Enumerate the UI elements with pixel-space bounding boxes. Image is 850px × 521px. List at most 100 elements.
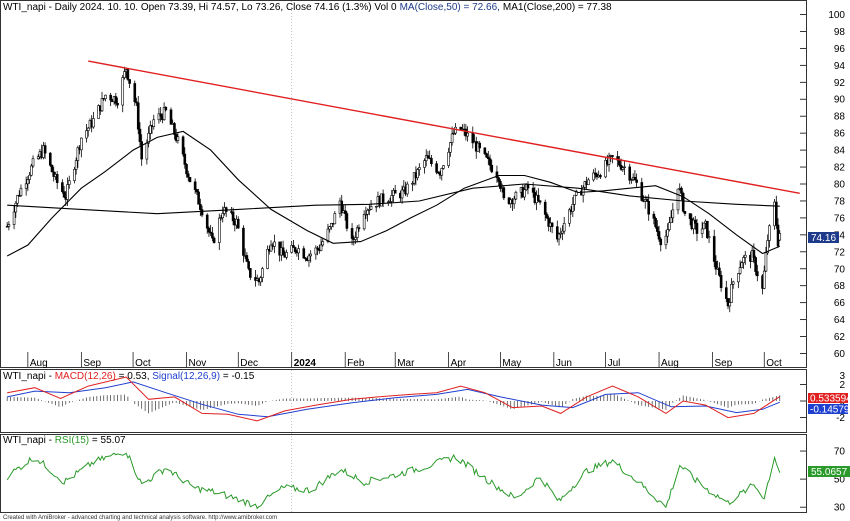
candle-body — [681, 193, 685, 212]
candle-body — [669, 217, 673, 224]
candle-body — [647, 201, 650, 215]
macd-pane-frame — [0, 369, 807, 433]
candle-body — [247, 261, 250, 269]
macd-badges: 0.533594 -0.145791 — [808, 393, 850, 416]
rsi-pane-frame — [0, 434, 807, 513]
candle-body — [61, 182, 64, 192]
candle-body — [718, 267, 721, 276]
candle-body — [66, 184, 69, 200]
candle-body — [743, 254, 747, 258]
candle-body — [700, 228, 704, 234]
rsi-title-value: = 55.07 — [89, 435, 126, 446]
ma200-line — [7, 183, 780, 215]
candle-body — [623, 166, 626, 168]
candle-body — [7, 224, 11, 227]
candle-body — [512, 198, 516, 205]
candle-body — [266, 248, 269, 269]
price-xtick-label: 2024 — [294, 358, 317, 369]
candle-body — [645, 199, 649, 202]
price-xtick-label: Oct — [135, 358, 151, 369]
price-ytick-label: 86 — [834, 129, 846, 140]
macd-badge-bg — [808, 393, 848, 403]
candle-body — [654, 218, 657, 228]
candle-body — [133, 83, 137, 103]
candle-body — [188, 176, 192, 183]
price-pane-frame — [0, 0, 807, 368]
candle-body — [285, 252, 288, 258]
macd-title-value: = 0.53, — [116, 371, 152, 382]
candle-body — [140, 141, 143, 160]
price-xtick-label: Mar — [397, 358, 415, 369]
candle-body — [695, 223, 699, 234]
price-x-axis: Aug Sep Oct Nov Dec 2024 Feb Mar Apr May Jun Jul Aug… — [27, 352, 782, 369]
candle-body — [555, 226, 559, 240]
candle-body — [123, 71, 126, 78]
candle-body — [611, 155, 614, 157]
price-ytick-label: 60 — [834, 349, 846, 360]
candle-body — [176, 136, 180, 141]
candle-body — [411, 183, 414, 185]
amibroker-footer: Created with AmiBroker - advanced charti… — [3, 515, 277, 521]
price-ytick-label: 70 — [834, 264, 846, 275]
candle-body — [261, 268, 264, 278]
candle-body — [217, 217, 221, 243]
candle-body — [309, 253, 312, 257]
price-ytick-label: 78 — [834, 196, 846, 207]
price-ytick-label: 96 — [834, 44, 846, 55]
candle-body — [74, 160, 78, 170]
price-xtick-label: Oct — [766, 358, 782, 369]
candle-body — [664, 235, 668, 246]
candle-body — [390, 195, 394, 202]
candle-body — [186, 173, 190, 178]
candle-body — [490, 164, 494, 173]
candle-body — [668, 222, 671, 230]
candle-body — [719, 275, 723, 288]
candle-body — [374, 206, 378, 208]
candle-body — [292, 245, 295, 248]
price-xtick-label: Nov — [189, 358, 207, 369]
candle-body — [326, 228, 330, 242]
candle-body — [354, 237, 357, 240]
rsi-badge: 55.0657 — [808, 466, 850, 478]
candle-body — [50, 164, 54, 173]
candle-body — [452, 132, 456, 135]
candle-body — [152, 119, 156, 127]
candle-body — [211, 232, 214, 239]
rsi-title-name: RSI(15) — [55, 435, 89, 446]
price-ytick-label: 68 — [834, 281, 846, 292]
candle-body — [116, 102, 119, 106]
candle-body — [43, 145, 47, 154]
candle-body — [545, 214, 549, 219]
rsi-pane: 30 50 70 55.0657 WTI_napi - RSI(15) = 55.0… — [3, 435, 850, 514]
price-xtick-label: Jul — [608, 358, 621, 369]
candle-body — [159, 113, 162, 117]
price-pane: 60 62 64 66 68 70 72 74 76 78 80 82 84 86 88 90 92 94 96 98… — [3, 1, 845, 512]
candle-body — [543, 201, 547, 215]
candle-body — [136, 102, 140, 130]
candle-body — [345, 213, 349, 229]
candle-body — [706, 220, 709, 239]
candle-body — [145, 142, 149, 160]
candle-body — [259, 277, 262, 283]
candle-body — [740, 262, 744, 268]
candle-body — [355, 227, 359, 238]
signal-title-value: = -0.15 — [220, 371, 255, 382]
candle-body — [762, 270, 766, 289]
price-ytick-label: 80 — [834, 180, 846, 191]
price-xtick-label: Dec — [240, 358, 258, 369]
candle-body — [607, 156, 611, 165]
candle-body — [183, 153, 187, 165]
candle-body — [764, 252, 768, 272]
candle-body — [737, 273, 740, 283]
candle-body — [400, 189, 404, 199]
rsi-badge-bg — [808, 466, 850, 477]
candle-body — [514, 191, 518, 200]
candle-body — [728, 302, 732, 307]
candle-body — [197, 191, 200, 205]
signal-badge-text: -0.145791 — [810, 405, 850, 416]
candle-body — [731, 281, 735, 285]
candle-body — [307, 255, 311, 261]
candle-body — [423, 160, 426, 168]
candle-body — [205, 214, 209, 229]
